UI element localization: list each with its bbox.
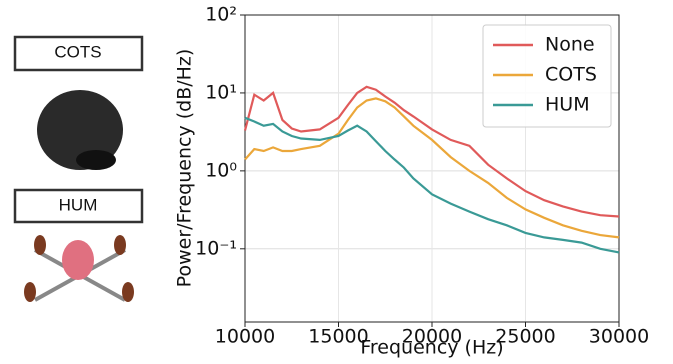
data-line <box>244 97 620 239</box>
y-axis-label: Power/Frequency (dB/Hz) <box>174 49 196 288</box>
drone-icon <box>24 235 134 302</box>
x-axis-label: Frequency (Hz) <box>360 337 503 359</box>
panel-label: HUM <box>59 195 98 214</box>
data-line <box>244 116 620 254</box>
panel-label: COTS <box>54 42 101 61</box>
legend-label: COTS <box>545 64 597 86</box>
legend-label: HUM <box>545 94 590 116</box>
y-tick-label: 10⁰ <box>205 159 237 181</box>
label-box <box>13 35 144 72</box>
y-tick-label: 10¹ <box>205 81 237 103</box>
y-tick-label: 10² <box>205 4 237 26</box>
left-panel: COTS HUM <box>13 35 144 302</box>
foam-icon <box>37 90 123 170</box>
label-box <box>13 188 144 224</box>
legend-box <box>482 24 612 128</box>
plot-frame <box>244 14 620 323</box>
x-tick-label: 15000 <box>308 326 368 348</box>
legend-label: None <box>545 34 595 56</box>
x-tick-label: 10000 <box>215 326 275 348</box>
x-tick-label: 25000 <box>495 326 555 348</box>
x-tick-label: 30000 <box>589 326 649 348</box>
y-tick-label: 10⁻¹ <box>195 237 237 259</box>
x-tick-label: 20000 <box>402 326 462 348</box>
data-line <box>243 85 620 218</box>
